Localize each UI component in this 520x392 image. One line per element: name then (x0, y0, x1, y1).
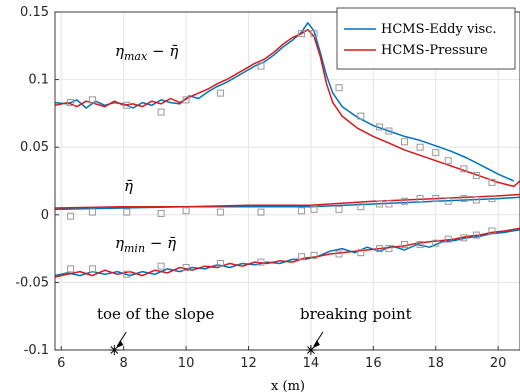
series-line-min-pressure (54, 227, 520, 278)
measurement-marker-mean (488, 195, 496, 203)
x-axis-label: x (m) (271, 379, 305, 392)
y-tick-label: 0.1 (28, 73, 49, 88)
measurement-marker-max (472, 172, 480, 180)
annotation-breaking: breaking point (300, 305, 412, 323)
x-tick-label: 14 (303, 356, 320, 371)
measurement-marker-max (432, 149, 440, 157)
measurement-marker-min (88, 265, 96, 273)
measurement-marker-mean (88, 208, 96, 216)
measurement-marker-max (310, 30, 318, 38)
measurement-marker-max (67, 99, 75, 107)
x-tick-label: 18 (427, 356, 444, 371)
label-eta-max: ηmax − η̄ (115, 42, 178, 63)
measurement-marker-min (401, 241, 409, 249)
x-tick-label: 16 (365, 356, 382, 371)
x-tick-label: 10 (178, 356, 195, 371)
legend: HCMS-Eddy visc. HCMS-Pressure (336, 7, 516, 70)
measurement-marker-mean (298, 207, 306, 215)
measurement-marker-max (257, 62, 265, 70)
measurement-marker-mean (157, 209, 165, 217)
legend-label-pressure: HCMS-Pressure (381, 43, 488, 58)
measurement-marker-max (123, 101, 131, 109)
measurement-marker-max (335, 84, 343, 92)
ticks: 6 8 10 12 14 16 18 20 -0.1 -0.05 0 0.05 0.1 0.15 (15, 5, 506, 371)
measurement-marker-max (401, 138, 409, 146)
measurement-marker-min (416, 241, 424, 249)
measurement-marker-max (88, 96, 96, 104)
measurement-marker-mean (123, 208, 131, 216)
annotation-arrowhead-1 (312, 340, 320, 348)
label-eta-mean: η̄ (124, 177, 133, 195)
measurement-marker-mean (257, 208, 265, 216)
measurement-marker-min (67, 265, 75, 273)
measurement-marker-mean (216, 208, 224, 216)
measurement-marker-mean (416, 195, 424, 203)
y-tick-label: -0.05 (15, 275, 49, 290)
measurement-marker-max (298, 30, 306, 38)
measurement-marker-mean (67, 212, 75, 220)
measurement-marker-min (216, 259, 224, 267)
measurement-marker-max (182, 96, 190, 104)
measurement-marker-min (460, 234, 468, 242)
measurement-marker-mean (310, 205, 318, 213)
x-tick-label: 6 (57, 356, 65, 371)
x-tick-label: 12 (240, 356, 257, 371)
measurement-marker-mean (460, 195, 468, 203)
measurement-marker-min (444, 235, 452, 243)
measurement-marker-mean (335, 205, 343, 213)
label-eta-min: ηmin − η̄ (115, 234, 176, 255)
measurement-marker-min (257, 258, 265, 266)
axes (54, 11, 520, 351)
measurement-marker-min (335, 250, 343, 258)
measurement-marker-mean (444, 197, 452, 205)
x-tick-label: 8 (120, 356, 128, 371)
y-tick-label: -0.1 (24, 343, 49, 358)
measurement-marker-max (488, 178, 496, 186)
measurement-marker-min (310, 251, 318, 259)
y-tick-label: 0 (41, 208, 49, 223)
x-tick-label: 20 (490, 356, 507, 371)
measurement-marker-max (385, 127, 393, 135)
series-line-max-pressure (54, 28, 520, 188)
measurement-marker-min (488, 227, 496, 235)
annotation-arrowhead-0 (116, 340, 124, 348)
measurement-marker-min (298, 253, 306, 261)
measurement-marker-mean (472, 196, 480, 204)
measurement-marker-mean (182, 207, 190, 215)
measurement-marker-max (216, 89, 224, 97)
measurement-marker-min (432, 239, 440, 247)
measurement-marker-mean (401, 197, 409, 205)
measurement-marker-min (123, 270, 131, 278)
measurement-marker-mean (432, 195, 440, 203)
annotation-toe: toe of the slope (97, 305, 215, 323)
measurement-marker-max (444, 157, 452, 165)
measurement-marker-min (182, 264, 190, 272)
measurement-marker-max (376, 123, 384, 131)
measurement-marker-mean (385, 200, 393, 208)
measurement-marker-mean (376, 200, 384, 208)
plot-frame (54, 11, 520, 351)
y-tick-label: 0.15 (20, 5, 49, 20)
measurement-marker-min (376, 245, 384, 253)
measurement-marker-max (357, 112, 365, 120)
series-layer (54, 22, 520, 278)
measurement-marker-min (385, 245, 393, 253)
measurement-marker-min (472, 231, 480, 239)
measurement-marker-min (157, 262, 165, 270)
measurement-marker-max (157, 108, 165, 116)
series-line-mean-eddy (54, 196, 520, 211)
measurement-marker-min (357, 249, 365, 257)
measurement-marker-mean (357, 203, 365, 211)
annotation-marks (109, 331, 324, 355)
legend-label-eddy: HCMS-Eddy visc. (381, 22, 497, 37)
y-tick-label: 0.05 (20, 140, 49, 155)
measurement-marker-max (460, 165, 468, 173)
measurement-marker-max (416, 143, 424, 151)
legend-box (336, 7, 516, 70)
